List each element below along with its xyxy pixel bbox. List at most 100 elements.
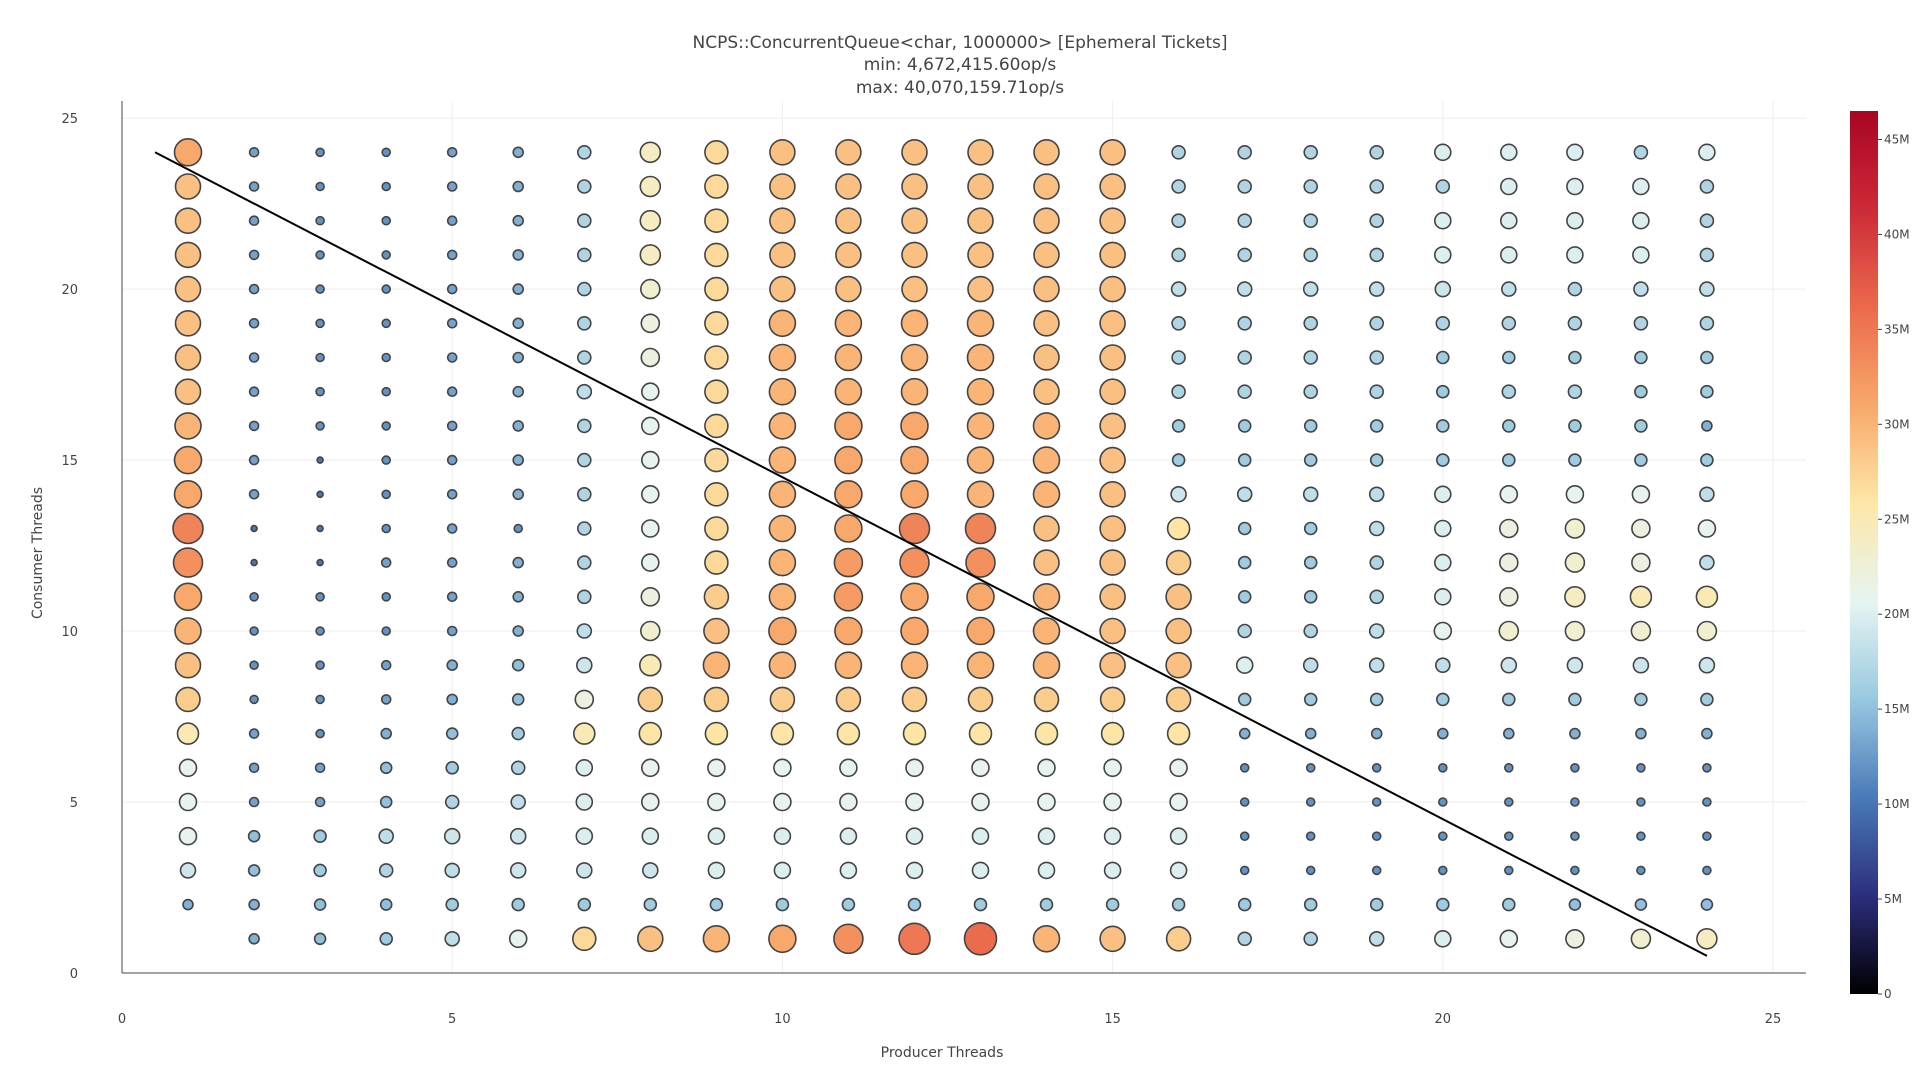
data-point [1368, 930, 1385, 947]
x-axis-label: Producer Threads [881, 1045, 1004, 1061]
colorbar-tick-label: 25M [1884, 512, 1910, 526]
data-point [1369, 589, 1384, 605]
data-point [1166, 516, 1191, 541]
data-point [1632, 211, 1650, 230]
data-point [381, 489, 392, 500]
data-point [907, 897, 922, 912]
data-point [315, 626, 325, 636]
data-point [381, 147, 392, 158]
data-point [1237, 453, 1252, 467]
data-point [973, 897, 988, 912]
data-point [1633, 145, 1649, 160]
data-point [768, 651, 797, 680]
data-point [1237, 247, 1252, 263]
data-point [381, 318, 392, 329]
data-point [446, 249, 458, 261]
data-point [641, 827, 660, 846]
data-point [380, 659, 392, 671]
data-point [1436, 453, 1450, 467]
data-point [1435, 179, 1451, 194]
data-point [576, 247, 592, 263]
data-point [576, 555, 592, 570]
data-point [1305, 831, 1316, 842]
data-point [965, 547, 996, 578]
data-point [446, 181, 458, 192]
data-point [1700, 350, 1714, 365]
data-point [512, 420, 525, 432]
data-point [178, 792, 198, 812]
data-point [1303, 555, 1318, 570]
data-point [316, 490, 324, 499]
data-point [1696, 620, 1718, 642]
data-point [576, 350, 592, 365]
data-point [640, 313, 661, 334]
data-point [446, 420, 458, 432]
data-point [1368, 657, 1385, 674]
data-point [1634, 419, 1648, 433]
data-point [1633, 281, 1649, 297]
data-point [444, 862, 461, 879]
data-point [1105, 897, 1120, 912]
data-point [1305, 797, 1316, 807]
data-point [769, 173, 796, 200]
data-point [1566, 143, 1584, 162]
data-point [446, 215, 458, 226]
y-tick-label: 0 [70, 967, 78, 982]
data-point [1565, 928, 1585, 949]
chart-subtitle-max: max: 40,070,159.71op/s [855, 78, 1065, 98]
data-point [248, 147, 260, 158]
data-point [834, 479, 863, 509]
data-point [381, 386, 392, 397]
data-point [1500, 143, 1518, 162]
data-point [315, 591, 325, 602]
data-point [1700, 453, 1714, 467]
colorbar-tick-label: 20M [1884, 607, 1910, 621]
data-point [1369, 453, 1384, 467]
data-point [1701, 727, 1713, 740]
data-point [637, 686, 664, 713]
data-point [834, 445, 863, 475]
data-point [379, 931, 394, 946]
data-point [1567, 281, 1583, 297]
data-point [834, 343, 863, 372]
data-point [575, 758, 594, 777]
data-point [172, 512, 204, 545]
data-point [1568, 453, 1582, 467]
data-point [1371, 831, 1382, 842]
data-point [1636, 797, 1646, 807]
data-point [707, 827, 726, 846]
data-point [576, 589, 592, 605]
data-point [172, 547, 204, 578]
data-point [1099, 344, 1126, 371]
data-point [770, 721, 795, 746]
data-point [1504, 797, 1514, 807]
data-point [446, 488, 458, 500]
colorbar-tick-label: 40M [1884, 227, 1910, 241]
data-point [1569, 727, 1581, 740]
data-point [967, 241, 994, 269]
data-point [1434, 929, 1452, 948]
data-point [1034, 721, 1059, 746]
data-point [1302, 281, 1319, 297]
data-point [702, 924, 731, 953]
data-point [1503, 727, 1515, 740]
data-point [512, 454, 525, 466]
data-points [172, 138, 1719, 956]
data-point [173, 479, 203, 509]
data-point [577, 897, 592, 912]
data-point [576, 486, 592, 502]
data-point [1434, 519, 1452, 538]
data-point [1369, 555, 1384, 570]
data-point [1103, 792, 1122, 812]
data-point [704, 242, 729, 268]
data-point [709, 897, 724, 912]
colorbar-tick-label: 5M [1884, 892, 1902, 906]
data-point [839, 827, 858, 846]
data-point [1434, 246, 1452, 264]
data-point [1702, 797, 1712, 807]
data-point [1237, 384, 1252, 400]
data-point [1303, 897, 1318, 912]
data-point [1302, 486, 1319, 503]
data-point [768, 446, 797, 474]
